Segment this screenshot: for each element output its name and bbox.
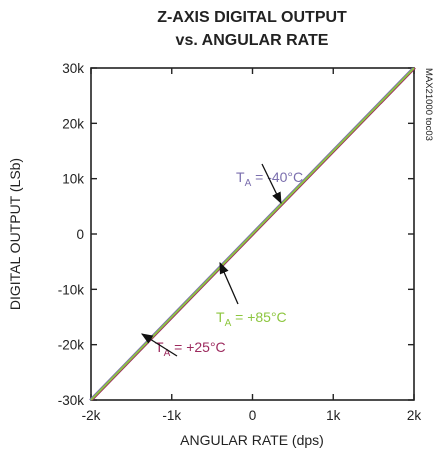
annotation-label: TA = -40°C — [236, 169, 303, 189]
series-lines — [89, 67, 416, 401]
x-tick-label: 2k — [407, 408, 422, 423]
x-tick-label: -2k — [82, 408, 101, 423]
y-tick-label: 20k — [62, 116, 84, 131]
annotations: TA = -40°C TA = +85°C TA = +25°C — [141, 163, 303, 359]
y-tick-label: -30k — [58, 393, 85, 408]
y-tick-label: 30k — [62, 61, 84, 76]
y-tick-label: 10k — [62, 172, 84, 187]
chart-subtitle: vs. ANGULAR RATE — [176, 32, 329, 49]
y-tick-label: 0 — [76, 227, 84, 242]
annotation-arrow — [219, 261, 239, 305]
x-axis-label: ANGULAR RATE (dps) — [180, 432, 324, 448]
annotation-label: TA = +85°C — [216, 309, 287, 329]
annotation-arrow — [261, 163, 282, 205]
axis-ticks: -2k -1k 0 1k 2k 30k 20k 10k 0 -10k -20k -30k — [58, 61, 422, 423]
annotation-label: TA = +25°C — [155, 339, 226, 359]
series-line — [90, 67, 415, 401]
chart-title: Z-AXIS DIGITAL OUTPUT — [157, 9, 347, 26]
x-tick-label: 1k — [326, 408, 341, 423]
x-tick-label: -1k — [162, 408, 181, 423]
y-tick-label: -20k — [58, 338, 85, 353]
side-label: MAX21000 toc03 — [423, 68, 434, 141]
y-tick-label: -10k — [58, 282, 85, 297]
x-tick-label: 0 — [249, 408, 257, 423]
annotation-arrow — [141, 333, 178, 357]
y-axis-label: DIGITAL OUTPUT (LSb) — [7, 158, 23, 310]
